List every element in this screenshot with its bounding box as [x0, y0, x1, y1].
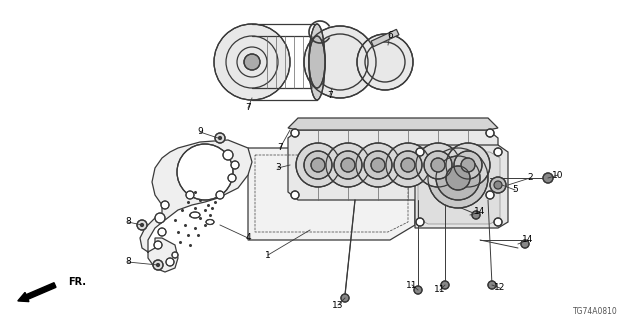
Circle shape: [154, 241, 162, 249]
Circle shape: [291, 129, 299, 137]
Polygon shape: [288, 130, 498, 200]
Ellipse shape: [190, 212, 200, 218]
Circle shape: [155, 213, 165, 223]
Circle shape: [414, 286, 422, 294]
Text: 3: 3: [275, 164, 281, 172]
Ellipse shape: [206, 220, 214, 225]
Circle shape: [416, 218, 424, 226]
Text: FR.: FR.: [68, 277, 86, 287]
Circle shape: [431, 158, 445, 172]
Circle shape: [446, 143, 490, 187]
Circle shape: [416, 148, 424, 156]
Circle shape: [488, 281, 496, 289]
Circle shape: [356, 143, 400, 187]
Circle shape: [436, 156, 480, 200]
Circle shape: [394, 151, 422, 179]
Circle shape: [304, 26, 376, 98]
Circle shape: [428, 148, 488, 208]
Text: TG74A0810: TG74A0810: [573, 308, 618, 316]
Polygon shape: [371, 29, 399, 47]
Text: 13: 13: [332, 300, 344, 309]
Text: 14: 14: [474, 207, 486, 217]
Text: 7: 7: [277, 143, 283, 153]
Circle shape: [494, 218, 502, 226]
Text: 1: 1: [265, 251, 271, 260]
Circle shape: [214, 24, 290, 100]
Text: 6: 6: [387, 30, 393, 39]
Circle shape: [326, 143, 370, 187]
Text: 12: 12: [494, 284, 506, 292]
Polygon shape: [248, 148, 415, 240]
Circle shape: [446, 166, 470, 190]
Circle shape: [341, 158, 355, 172]
Circle shape: [172, 252, 178, 258]
Polygon shape: [415, 145, 508, 228]
Polygon shape: [288, 118, 498, 130]
Circle shape: [486, 129, 494, 137]
Circle shape: [486, 191, 494, 199]
Polygon shape: [140, 140, 252, 272]
Circle shape: [215, 133, 225, 143]
Text: 14: 14: [522, 236, 534, 244]
Circle shape: [494, 148, 502, 156]
Circle shape: [401, 158, 415, 172]
Circle shape: [231, 161, 239, 169]
Circle shape: [177, 144, 233, 200]
Circle shape: [494, 181, 502, 189]
Circle shape: [218, 137, 221, 140]
Circle shape: [416, 143, 460, 187]
Circle shape: [216, 191, 224, 199]
Circle shape: [364, 151, 392, 179]
Circle shape: [461, 158, 475, 172]
Circle shape: [153, 260, 163, 270]
Circle shape: [157, 263, 159, 267]
Circle shape: [386, 143, 430, 187]
Circle shape: [472, 211, 480, 219]
Text: 2: 2: [527, 173, 533, 182]
Circle shape: [543, 173, 553, 183]
Circle shape: [186, 191, 194, 199]
Circle shape: [341, 294, 349, 302]
Circle shape: [141, 223, 143, 227]
Circle shape: [291, 191, 299, 199]
Text: 11: 11: [406, 281, 418, 290]
Circle shape: [137, 220, 147, 230]
Text: 5: 5: [512, 186, 518, 195]
Circle shape: [521, 240, 529, 248]
Circle shape: [357, 34, 413, 90]
Text: 10: 10: [552, 171, 564, 180]
Text: 8: 8: [125, 218, 131, 227]
Circle shape: [311, 158, 325, 172]
Circle shape: [223, 150, 233, 160]
Circle shape: [424, 151, 452, 179]
Circle shape: [158, 228, 166, 236]
FancyArrow shape: [18, 283, 56, 301]
Circle shape: [304, 151, 332, 179]
Circle shape: [454, 151, 482, 179]
Text: 9: 9: [197, 127, 203, 137]
Circle shape: [228, 174, 236, 182]
Circle shape: [441, 281, 449, 289]
Text: 8: 8: [125, 258, 131, 267]
Text: 11: 11: [435, 285, 445, 294]
Text: 7: 7: [327, 91, 333, 100]
Circle shape: [244, 54, 260, 70]
Ellipse shape: [309, 36, 325, 88]
Circle shape: [296, 143, 340, 187]
Polygon shape: [418, 152, 500, 224]
Circle shape: [371, 158, 385, 172]
Ellipse shape: [309, 24, 325, 100]
Circle shape: [161, 201, 169, 209]
Text: 7: 7: [245, 103, 251, 113]
Text: 4: 4: [245, 234, 251, 243]
Circle shape: [334, 151, 362, 179]
Circle shape: [166, 258, 174, 266]
Circle shape: [490, 177, 506, 193]
